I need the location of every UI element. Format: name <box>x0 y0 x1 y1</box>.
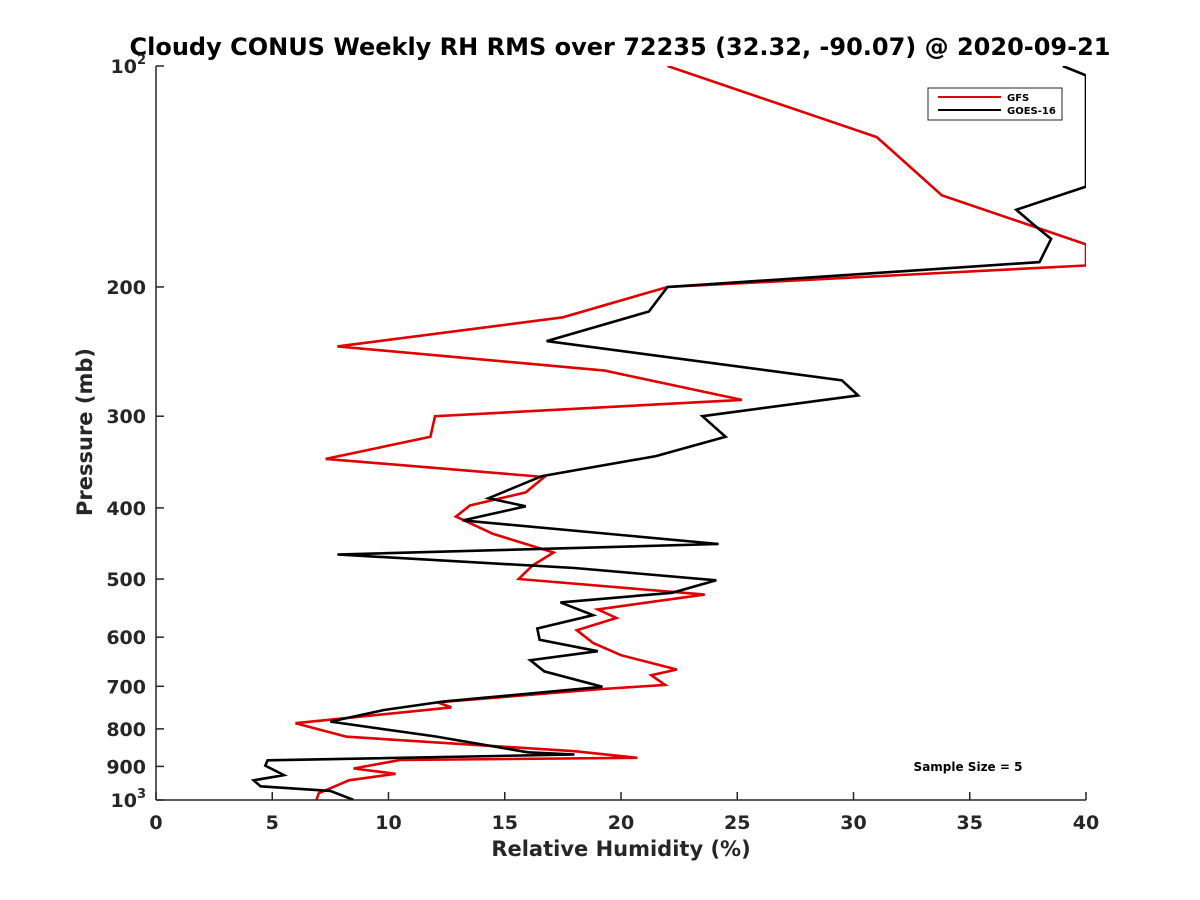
legend-box <box>927 87 1063 121</box>
y-tick-label: 400 <box>106 498 146 520</box>
x-tick-label: 5 <box>266 812 279 834</box>
y-tick-label: 900 <box>106 756 146 778</box>
y-tick-label: 300 <box>106 406 146 428</box>
y-tick-label: 600 <box>106 627 146 649</box>
x-tick-label: 20 <box>608 812 634 834</box>
y-tick-label: 500 <box>106 569 146 591</box>
x-ticks: 0 5 10 15 20 25 30 35 40 <box>149 792 1099 834</box>
x-tick-label: 30 <box>840 812 866 834</box>
chart-title: Cloudy CONUS Weekly RH RMS over 72235 (3… <box>130 33 1111 61</box>
legend: GFS GOES-16 <box>927 87 1063 121</box>
x-tick-label: 10 <box>375 812 401 834</box>
series-line-gfs <box>295 66 1086 800</box>
y-ticks: 102 200 300 400 500 600 700 800 900 103 <box>106 53 164 812</box>
x-axis-label: Relative Humidity (%) <box>491 837 750 861</box>
legend-label-gfs: GFS <box>1007 93 1029 104</box>
x-tick-label: 25 <box>724 812 750 834</box>
x-tick-label: 40 <box>1073 812 1099 834</box>
y-tick-label: 102 <box>111 53 147 78</box>
y-tick-label: 700 <box>106 676 146 698</box>
x-tick-label: 35 <box>957 812 983 834</box>
x-tick-label: 15 <box>492 812 518 834</box>
y-tick-label: 800 <box>106 719 146 741</box>
y-tick-label: 103 <box>111 787 147 812</box>
y-axis-label: Pressure (mb) <box>73 348 97 516</box>
plot-area <box>250 66 1086 800</box>
series-line-goes16 <box>250 66 1086 800</box>
legend-label-goes16: GOES-16 <box>1007 106 1056 117</box>
x-tick-label: 0 <box>149 812 162 834</box>
sample-size-annotation: Sample Size = 5 <box>914 760 1023 774</box>
y-tick-label: 200 <box>106 277 146 299</box>
